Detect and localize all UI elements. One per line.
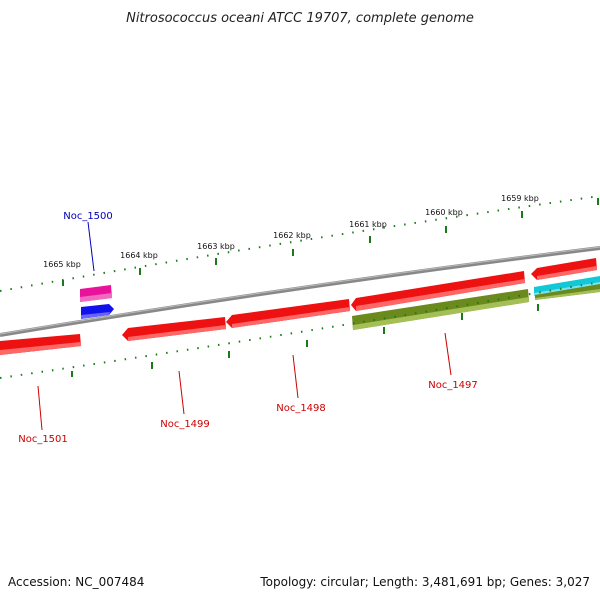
- inner-tick-track: [0, 281, 600, 379]
- label-leader: [87, 221, 95, 272]
- gene-feature: [535, 289, 600, 300]
- tick-label: 1661 kbp: [349, 220, 387, 229]
- label-leader: [292, 354, 299, 399]
- label-leader: [37, 385, 43, 431]
- tick-label: 1662 kbp: [273, 231, 311, 240]
- reverse-strand-genes: [0, 284, 600, 355]
- tick-label: 1664 kbp: [120, 251, 158, 260]
- gene-labels: Noc_1500 Noc_1501 Noc_1499 Noc_1498 Noc_…: [18, 211, 478, 445]
- gene-feature: [356, 279, 525, 311]
- gene-label-noc-1501[interactable]: Noc_1501: [18, 434, 68, 445]
- gene-feature: [81, 312, 110, 319]
- gene-label-noc-1499[interactable]: Noc_1499: [160, 419, 210, 430]
- outer-tick-line: [0, 195, 600, 292]
- tick-label: 1659 kbp: [501, 194, 539, 203]
- gene-feature: [80, 293, 112, 302]
- gene-label-noc-1498[interactable]: Noc_1498: [276, 403, 326, 414]
- tick-label: 1663 kbp: [197, 242, 235, 251]
- gene-feature: [353, 297, 529, 330]
- gene-feature: [128, 325, 226, 341]
- genome-backbone-shine: [0, 246, 600, 335]
- gene-label-noc-1500[interactable]: Noc_1500: [63, 211, 113, 222]
- gene-feature: [0, 342, 81, 355]
- label-leader: [178, 370, 185, 415]
- forward-strand-genes: [80, 258, 600, 311]
- accession-text: Accession: NC_007484: [8, 575, 144, 589]
- gene-feature: [232, 307, 350, 328]
- genome-summary-text: Topology: circular; Length: 3,481,691 bp…: [259, 575, 590, 589]
- tick-label: 1665 kbp: [43, 260, 81, 269]
- map-title: Nitrosococcus oceani ATCC 19707, complet…: [126, 11, 474, 26]
- gene-feature: [537, 266, 597, 280]
- scale-labels: 1665 kbp 1664 kbp 1663 kbp 1662 kbp 1661…: [43, 194, 539, 269]
- genome-backbone: [0, 246, 600, 337]
- tick-label: 1660 kbp: [425, 208, 463, 217]
- label-leader: [444, 332, 452, 376]
- gene-label-noc-1497[interactable]: Noc_1497: [428, 380, 478, 391]
- outer-tick-track: [0, 195, 600, 292]
- inner-tick-line: [0, 281, 600, 379]
